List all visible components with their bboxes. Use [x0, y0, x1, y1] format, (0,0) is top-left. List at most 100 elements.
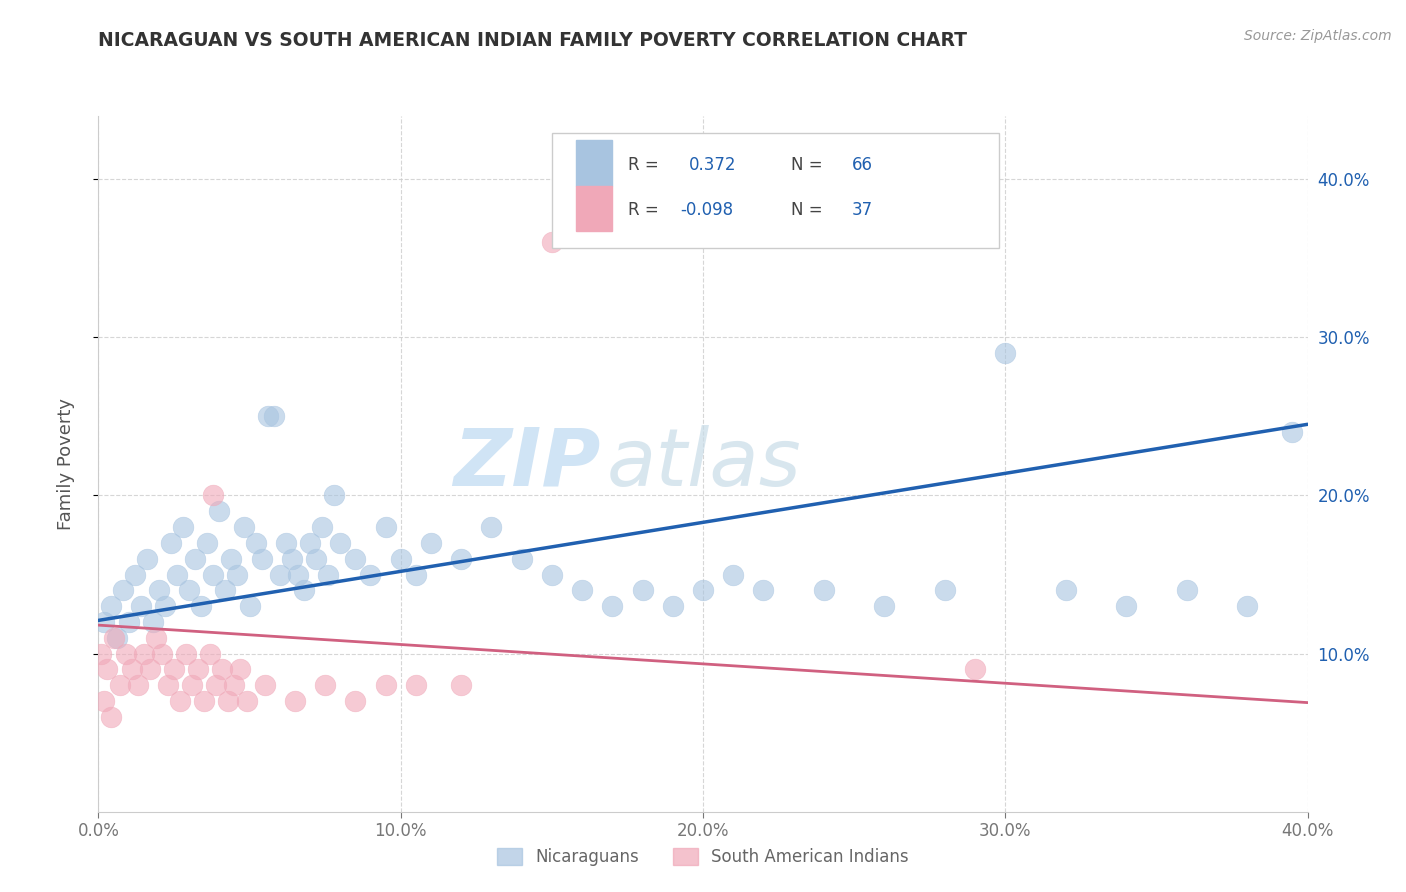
Point: [965, 662, 987, 676]
Point: [311, 520, 333, 534]
Point: [329, 536, 352, 550]
Point: [631, 583, 654, 598]
Point: [1054, 583, 1077, 598]
Point: [132, 647, 155, 661]
Text: NICARAGUAN VS SOUTH AMERICAN INDIAN FAMILY POVERTY CORRELATION CHART: NICARAGUAN VS SOUTH AMERICAN INDIAN FAMI…: [98, 31, 967, 50]
Point: [752, 583, 775, 598]
Text: R =: R =: [628, 201, 659, 219]
Point: [202, 567, 225, 582]
Point: [190, 599, 212, 614]
Point: [284, 694, 307, 708]
Text: Source: ZipAtlas.com: Source: ZipAtlas.com: [1244, 29, 1392, 43]
Point: [124, 567, 146, 582]
Point: [121, 662, 143, 676]
Point: [100, 599, 122, 614]
Point: [172, 520, 194, 534]
Point: [166, 567, 188, 582]
Point: [156, 678, 179, 692]
Point: [1281, 425, 1303, 440]
Point: [226, 567, 249, 582]
Point: [127, 678, 149, 692]
Text: ZIP: ZIP: [453, 425, 600, 503]
Point: [160, 536, 183, 550]
Point: [103, 631, 125, 645]
Point: [90, 647, 112, 661]
Point: [692, 583, 714, 598]
Point: [250, 551, 273, 566]
Point: [245, 536, 267, 550]
Point: [187, 662, 209, 676]
Point: [179, 583, 201, 598]
Text: R =: R =: [628, 156, 659, 174]
Point: [108, 678, 131, 692]
Point: [93, 615, 115, 629]
Point: [217, 694, 239, 708]
Point: [281, 551, 304, 566]
Point: [873, 599, 896, 614]
Point: [235, 694, 257, 708]
Point: [229, 662, 252, 676]
Point: [344, 694, 367, 708]
Point: [163, 662, 186, 676]
Point: [1175, 583, 1198, 598]
Point: [205, 678, 228, 692]
FancyBboxPatch shape: [576, 140, 613, 186]
Point: [374, 520, 396, 534]
Y-axis label: Family Poverty: Family Poverty: [56, 398, 75, 530]
Point: [263, 409, 285, 424]
Point: [405, 567, 427, 582]
Point: [202, 488, 225, 502]
Point: [540, 235, 562, 250]
Point: [420, 536, 443, 550]
Point: [571, 583, 593, 598]
Point: [1236, 599, 1258, 614]
Point: [450, 678, 472, 692]
Point: [540, 567, 562, 582]
Point: [344, 551, 367, 566]
Point: [118, 615, 141, 629]
Point: [142, 615, 165, 629]
Point: [224, 678, 246, 692]
Point: [256, 409, 278, 424]
Point: [214, 583, 236, 598]
Point: [292, 583, 315, 598]
Point: [145, 631, 167, 645]
Point: [1115, 599, 1137, 614]
Point: [148, 583, 170, 598]
Text: 66: 66: [852, 156, 873, 174]
Point: [114, 647, 136, 661]
Point: [169, 694, 191, 708]
Text: -0.098: -0.098: [681, 201, 733, 219]
Point: [389, 551, 412, 566]
Point: [314, 678, 336, 692]
Point: [150, 647, 173, 661]
Point: [405, 678, 427, 692]
Point: [374, 678, 396, 692]
Point: [105, 631, 128, 645]
Point: [111, 583, 134, 598]
FancyBboxPatch shape: [576, 186, 613, 231]
Point: [211, 662, 233, 676]
Point: [253, 678, 276, 692]
Point: [274, 536, 297, 550]
Point: [232, 520, 254, 534]
Text: 0.372: 0.372: [689, 156, 735, 174]
Point: [305, 551, 328, 566]
Point: [481, 520, 503, 534]
Point: [181, 678, 204, 692]
Text: N =: N =: [792, 156, 823, 174]
Text: atlas: atlas: [606, 425, 801, 503]
Point: [994, 346, 1017, 360]
Text: N =: N =: [792, 201, 823, 219]
Point: [723, 567, 745, 582]
Point: [239, 599, 262, 614]
Point: [184, 551, 207, 566]
Point: [662, 599, 685, 614]
Point: [129, 599, 152, 614]
Point: [221, 551, 243, 566]
Point: [153, 599, 176, 614]
Point: [269, 567, 291, 582]
Point: [100, 710, 122, 724]
FancyBboxPatch shape: [553, 134, 1000, 248]
Point: [193, 694, 215, 708]
